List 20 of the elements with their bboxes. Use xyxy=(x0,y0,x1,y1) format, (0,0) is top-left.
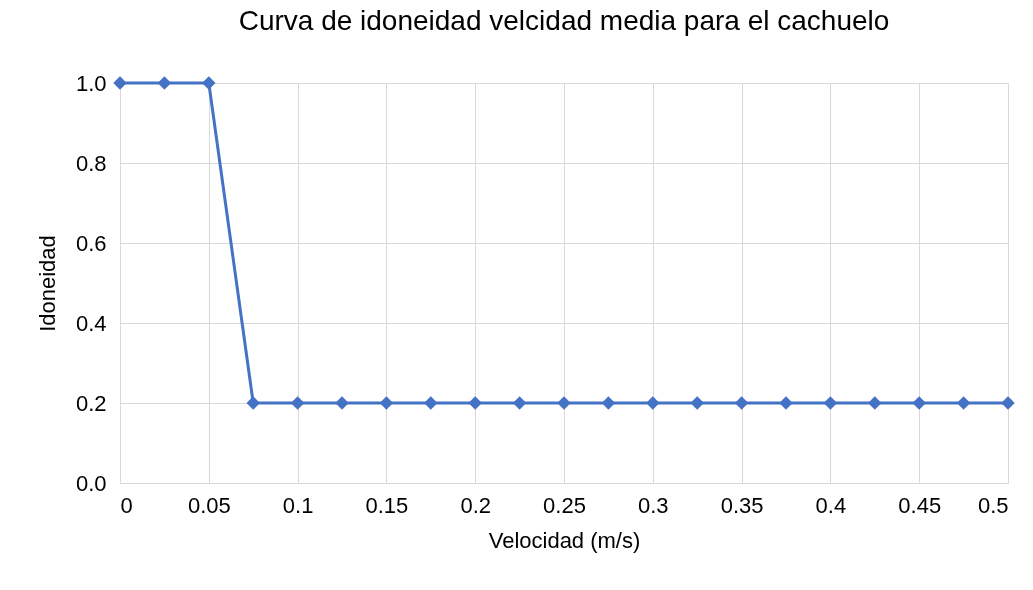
y-tick-label: 0.8 xyxy=(75,150,107,176)
y-tick-label: 0.4 xyxy=(75,310,107,336)
y-axis-title: Idoneidad xyxy=(34,235,60,332)
x-tick-label: 0.45 xyxy=(898,492,942,518)
x-tick-label: 0.2 xyxy=(460,492,491,518)
x-tick-label: 0.5 xyxy=(977,492,1009,518)
x-tick-label: 0 xyxy=(120,492,133,518)
y-tick-label: 0.2 xyxy=(75,390,107,416)
x-tick-label: 0.3 xyxy=(638,492,669,518)
x-tick-label: 0.1 xyxy=(282,492,314,518)
y-tick-label: 1.0 xyxy=(75,70,107,96)
y-tick-label: 0.0 xyxy=(75,470,107,496)
x-tick-label: 0.4 xyxy=(815,492,847,518)
y-tick-label: 0.6 xyxy=(75,230,107,256)
x-tick-label: 0.05 xyxy=(187,492,231,518)
x-tick-label: 0.15 xyxy=(365,492,409,518)
chart-title: Curva de idoneidad velcidad media para el cachuelo xyxy=(238,5,890,36)
x-tick-label: 0.35 xyxy=(720,492,764,518)
x-tick-label: 0.25 xyxy=(543,492,586,518)
x-axis-title: Velocidad (m/s) xyxy=(488,527,641,553)
